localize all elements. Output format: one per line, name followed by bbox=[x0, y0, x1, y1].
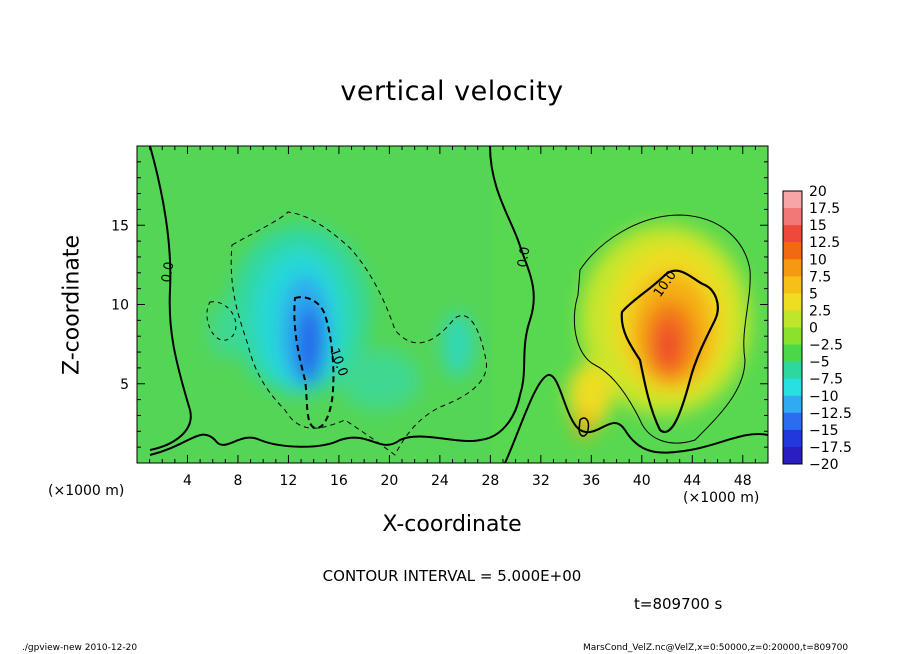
downdraft-core bbox=[298, 305, 322, 385]
colorbar-label: 0 bbox=[809, 321, 818, 337]
updraft-core bbox=[656, 320, 680, 370]
footer-left: ./gpview-new 2010-12-20 bbox=[22, 643, 138, 653]
x-tick-label: 16 bbox=[330, 473, 348, 489]
colorbar-swatch bbox=[783, 259, 802, 277]
y-tick-label: 5 bbox=[120, 377, 129, 393]
x-tick-label: 12 bbox=[280, 473, 298, 489]
x-axis-label: X-coordinate bbox=[382, 512, 522, 537]
colorbar-swatch bbox=[783, 191, 802, 209]
colorbar-swatch bbox=[783, 293, 802, 311]
chart-title: vertical velocity bbox=[340, 76, 564, 107]
colorbar-label: 17.5 bbox=[809, 201, 840, 217]
colorbar-swatch bbox=[783, 208, 802, 226]
x-tick-label: 44 bbox=[683, 473, 701, 489]
colorbar-swatch bbox=[783, 378, 802, 397]
colorbar-label: −5 bbox=[809, 355, 830, 371]
plus5-contour bbox=[573, 214, 751, 444]
colorbar-label: −15 bbox=[809, 423, 839, 439]
colorbar-swatch bbox=[783, 361, 802, 380]
y-tick-label: 10 bbox=[111, 298, 129, 314]
x-unit-label-right: (×1000 m) bbox=[683, 490, 760, 506]
colorbar-label: −12.5 bbox=[809, 406, 852, 422]
colorbar-swatch bbox=[783, 395, 802, 414]
colorbar-label: 20 bbox=[809, 184, 827, 200]
colorbar-label: −20 bbox=[809, 457, 839, 473]
x-tick-label: 8 bbox=[233, 473, 242, 489]
x-tick-label: 32 bbox=[532, 473, 550, 489]
x-unit-label-left: (×1000 m) bbox=[48, 483, 125, 499]
colorbar-label: 5 bbox=[809, 286, 818, 302]
colorbar-swatch bbox=[783, 225, 802, 243]
y-axis-label: Z-coordinate bbox=[59, 235, 85, 375]
downdraft-secondary bbox=[442, 313, 474, 377]
contour-interval: CONTOUR INTERVAL = 5.000E+00 bbox=[322, 567, 582, 585]
minus5-contour bbox=[230, 211, 487, 456]
colorbar-label: 12.5 bbox=[809, 235, 840, 251]
y-tick-label: 15 bbox=[111, 218, 129, 234]
x-axis: 4 8 12 16 20 24 28 32 36 40 44 48 bbox=[149, 146, 756, 489]
zero-contour-center bbox=[149, 146, 535, 456]
colorbar-label: −7.5 bbox=[809, 372, 843, 388]
colorbar-label: 15 bbox=[809, 218, 827, 234]
x-tick-label: 36 bbox=[582, 473, 600, 489]
plot-area bbox=[137, 146, 768, 463]
colorbar-label: 2.5 bbox=[809, 303, 831, 319]
colorbar-swatch bbox=[783, 429, 802, 448]
colorbar-label: −17.5 bbox=[809, 440, 852, 456]
x-tick-label: 4 bbox=[183, 473, 192, 489]
x-tick-label: 20 bbox=[380, 473, 398, 489]
colorbar-label: 10 bbox=[809, 252, 827, 268]
zero-contour-right bbox=[504, 374, 768, 463]
colorbar-swatch bbox=[783, 446, 802, 465]
colorbar-swatch bbox=[783, 310, 802, 328]
colorbar-frame bbox=[782, 190, 803, 465]
colorbar-swatch bbox=[783, 344, 802, 363]
colorbar-swatch bbox=[783, 276, 802, 294]
footer-right: MarsCond_VelZ.nc@VelZ,x=0:50000,z=0:2000… bbox=[583, 643, 849, 653]
colorbar-label: −2.5 bbox=[809, 338, 843, 354]
time-label: t=809700 s bbox=[634, 595, 723, 613]
colorbar-label: 7.5 bbox=[809, 269, 831, 285]
y-axis: 5 10 15 bbox=[111, 161, 768, 448]
zero-contour-left bbox=[149, 146, 192, 451]
x-tick-label: 28 bbox=[481, 473, 499, 489]
plus10-contour bbox=[620, 269, 719, 433]
colorbar-swatch bbox=[783, 242, 802, 260]
contour-label-left: 0.0 bbox=[159, 261, 177, 284]
minus10-contour bbox=[293, 296, 335, 430]
x-tick-label: 40 bbox=[633, 473, 651, 489]
colorbar-label: −10 bbox=[809, 389, 839, 405]
x-tick-label: 48 bbox=[734, 473, 752, 489]
colorbar-swatch bbox=[783, 412, 802, 431]
contour-label-center: 0.0 bbox=[515, 246, 533, 269]
x-tick-label: 24 bbox=[431, 473, 449, 489]
colorbar-swatch bbox=[783, 327, 802, 346]
